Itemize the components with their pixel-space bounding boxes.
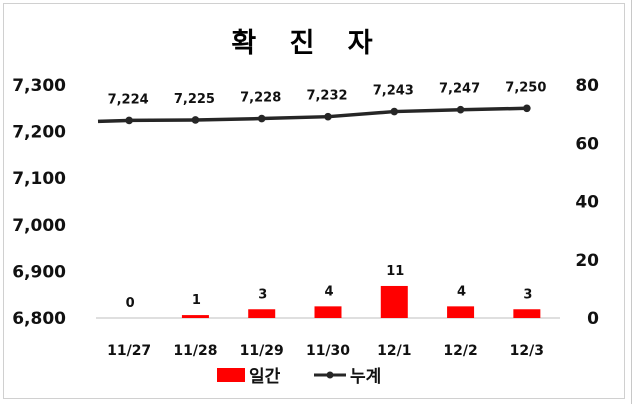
bar-data-label: 0 [126,296,135,311]
line-marker [191,116,200,124]
bar-data-label: 3 [258,287,267,302]
bar-daily [380,285,408,318]
legend: 일간 누계 [217,367,381,387]
line-cumulative [97,106,527,124]
line-data-label: 7,232 [306,89,347,104]
y-left-tick-label: 7,100 [12,169,66,189]
y-left-tick-label: 6,900 [12,262,66,282]
line-data-label: 7,247 [439,82,480,97]
line-marker [125,116,133,125]
bar-daily [314,306,342,318]
x-tick-label: 11/30 [306,343,350,359]
y-right-tick-label: 60 [575,134,599,154]
bar-data-label: 1 [192,293,201,308]
chart-frame [3,3,625,399]
line-marker [456,105,465,114]
bar-daily [513,309,541,318]
y-left-tick-label: 7,000 [12,216,66,236]
window-edge [631,0,632,404]
x-tick-label: 11/28 [173,343,217,359]
bar-daily [181,315,209,318]
line-marker [324,112,332,121]
y-left-tick-label: 7,300 [12,76,66,96]
line-data-label: 7,225 [174,92,215,107]
bar-daily [248,309,276,318]
line-data-label: 7,250 [505,80,546,95]
line-marker [523,104,531,113]
y-left-tick-label: 6,800 [12,309,66,329]
x-tick-label: 12/2 [443,343,477,359]
x-tick-label: 12/1 [377,343,411,359]
line-marker [390,107,399,116]
bar-data-label: 11 [386,264,404,279]
bar-data-label: 4 [324,284,333,299]
x-tick-label: 11/29 [240,343,284,359]
y-right-tick-label: 0 [587,309,599,329]
x-tick-label: 11/27 [107,343,151,359]
legend-daily-label: 일간 [249,367,281,387]
y-left-tick-label: 7,200 [12,123,66,143]
bar-data-label: 4 [457,284,466,299]
legend-daily-swatch [217,368,245,382]
plot-area: 6,8006,9007,0007,1007,2007,3000204060801… [12,76,599,359]
y-right-tick-label: 20 [575,251,599,271]
line-data-label: 7,228 [240,91,281,106]
bar-data-label: 3 [523,287,532,302]
line-data-label: 7,224 [108,92,149,107]
line-marker [257,114,266,123]
chart-title: 확 진 자 [231,28,384,59]
line-data-label: 7,243 [373,84,414,99]
bar-daily [447,306,475,318]
x-tick-label: 12/3 [510,343,544,359]
legend-cumulative-marker [326,371,334,379]
legend-cumulative-label: 누계 [350,367,381,387]
y-right-tick-label: 80 [575,76,599,96]
y-right-tick-label: 40 [575,193,599,213]
